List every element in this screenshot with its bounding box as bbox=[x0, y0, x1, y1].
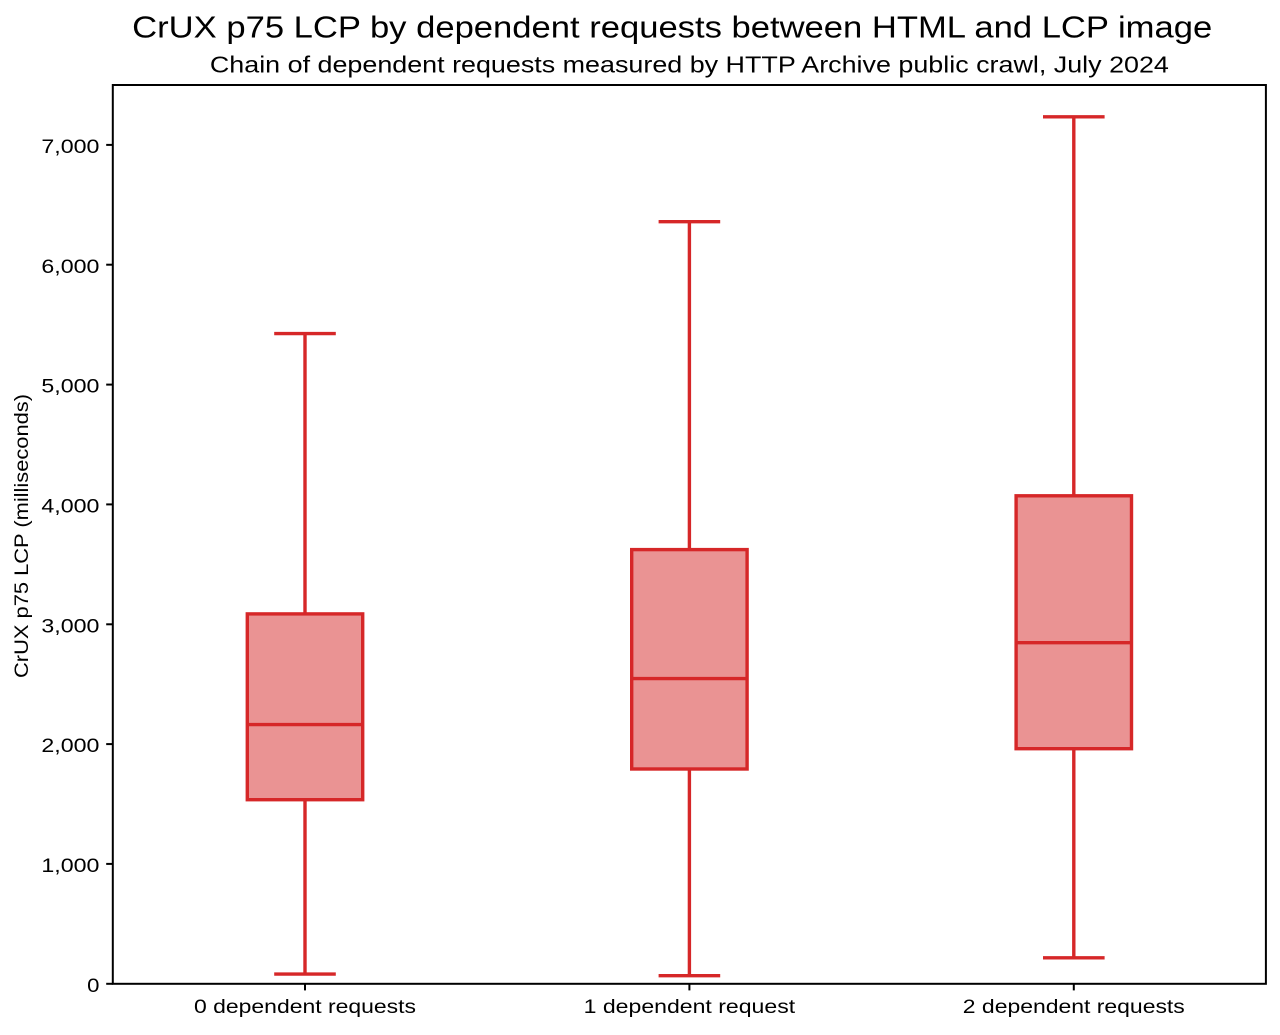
svg-text:3,000: 3,000 bbox=[41, 616, 99, 637]
svg-text:2 dependent requests: 2 dependent requests bbox=[963, 997, 1185, 1018]
svg-text:Chain of dependent requests me: Chain of dependent requests measured by … bbox=[210, 52, 1169, 78]
svg-text:4,000: 4,000 bbox=[41, 497, 99, 518]
svg-text:6,000: 6,000 bbox=[41, 257, 99, 278]
svg-text:CrUX p75 LCP (milliseconds): CrUX p75 LCP (milliseconds) bbox=[12, 394, 33, 678]
svg-text:7,000: 7,000 bbox=[41, 137, 99, 158]
svg-text:1 dependent request: 1 dependent request bbox=[584, 997, 796, 1018]
svg-text:5,000: 5,000 bbox=[41, 377, 99, 398]
svg-text:2,000: 2,000 bbox=[41, 736, 99, 757]
svg-text:0: 0 bbox=[87, 976, 99, 997]
svg-text:1,000: 1,000 bbox=[41, 856, 99, 877]
svg-text:CrUX p75 LCP by dependent requ: CrUX p75 LCP by dependent requests betwe… bbox=[132, 11, 1212, 45]
svg-text:0 dependent requests: 0 dependent requests bbox=[194, 997, 416, 1018]
